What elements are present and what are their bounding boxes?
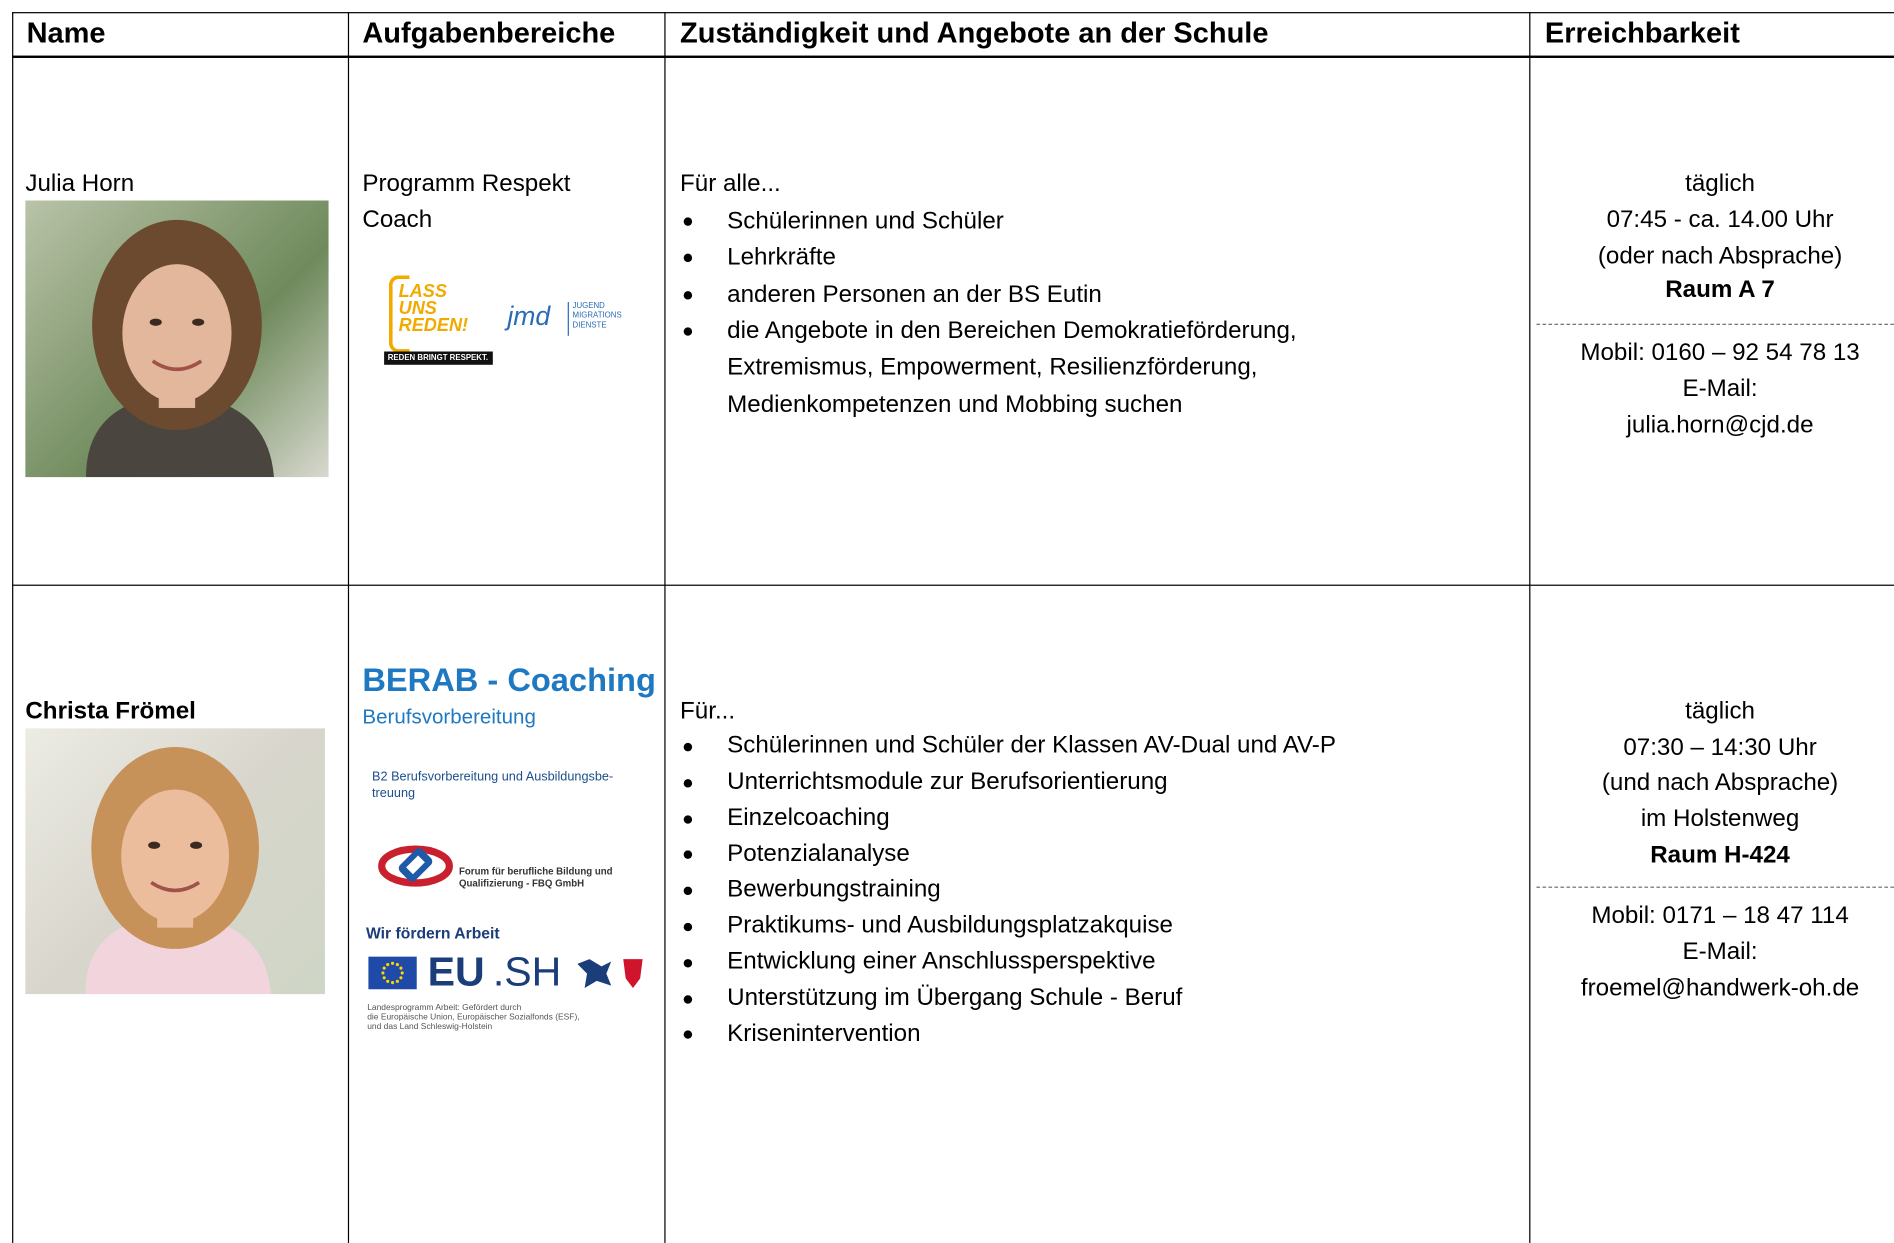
partner-divider <box>567 301 569 336</box>
person-name: Julia Horn <box>25 170 135 197</box>
hours: täglich <box>1685 170 1755 197</box>
bullet <box>683 217 693 226</box>
scope-item: die Angebote in den Bereichen Demokratie… <box>727 317 1297 418</box>
bullet <box>683 778 693 788</box>
hours: 07:45 - ca. 14.00 Uhr <box>1606 206 1834 234</box>
scope-item: Schülerinnen und Schüler der Klassen AV-… <box>727 732 1336 759</box>
hours: 07:30 – 14:30 Uhr <box>1623 734 1817 761</box>
bullet <box>683 958 693 968</box>
hours: (und nach Absprache) <box>1601 769 1839 797</box>
bullet <box>683 742 693 752</box>
table-rule <box>12 55 1894 58</box>
sh-crest-art <box>577 959 643 989</box>
bullet <box>683 814 693 824</box>
column-header: Name <box>26 16 106 50</box>
hours: (oder nach Absprache) <box>1597 242 1843 270</box>
task: Programm Respekt Coach <box>362 170 571 234</box>
bullet <box>683 327 693 337</box>
hours: täglich <box>1685 698 1755 725</box>
dashed-divider <box>1536 323 1894 325</box>
bullet <box>683 922 693 932</box>
partner-text: DIENSTE <box>572 321 607 330</box>
dashed-divider <box>1536 886 1894 888</box>
program-title: BERAB - Coaching <box>362 661 656 699</box>
logo-banner <box>384 351 493 365</box>
logo-brace <box>388 275 410 353</box>
table-rule <box>12 584 1894 586</box>
room: Raum A 7 <box>1665 276 1775 304</box>
eu-stars <box>381 961 404 985</box>
funding-note: die Europäische Union, Europäischer Sozi… <box>367 1013 580 1022</box>
column-header: Erreichbarkeit <box>1544 16 1740 50</box>
scope-intro: Für... <box>680 698 736 725</box>
scope-item: Unterrichtsmodule zur Berufsorientierung <box>727 768 1168 795</box>
bullet <box>683 850 693 860</box>
funding-note: Landesprogramm Arbeit: Gefördert durch <box>367 1003 522 1013</box>
column-header: Zuständigkeit und Angebote an der Schule <box>680 16 1269 50</box>
program-detail: B2 Berufsvorbereitung und Ausbildungsbe- <box>372 769 614 784</box>
partner-text: MIGRATIONS <box>572 311 622 321</box>
partner-text: JUGEND <box>572 301 605 311</box>
fbq-logo <box>378 839 453 892</box>
column-rule <box>347 12 349 1243</box>
partner-text: Qualifizierung - FBQ GmbH <box>459 878 585 890</box>
scope-item: Bewerbungstraining <box>727 876 941 903</box>
photo-art <box>86 219 274 478</box>
program-subtitle: Berufsvorbereitung <box>362 705 536 729</box>
scope-item: Praktikums- und Ausbildungsplatzakquise <box>727 912 1173 939</box>
bullet <box>683 1030 693 1040</box>
funding-logo: .SH <box>492 949 562 996</box>
scope-intro: Für alle... <box>680 170 781 197</box>
person-photo <box>25 728 325 995</box>
partner-text: Forum für berufliche Bildung und <box>459 866 613 877</box>
logo-text: REDEN! <box>398 315 469 336</box>
contact: E-Mail: <box>1682 375 1758 403</box>
photo-art <box>85 746 272 995</box>
funding-note: und das Land Schleswig-Holstein <box>367 1023 493 1032</box>
funding-claim: Wir fördern Arbeit <box>365 924 500 943</box>
scope-item: Schülerinnen und Schüler <box>727 207 1004 235</box>
contact: julia.horn@cjd.de <box>1626 411 1814 439</box>
scope-item: Lehrkräfte <box>727 244 836 271</box>
sh-crest <box>575 957 647 991</box>
hours: im Holstenweg <box>1640 805 1800 833</box>
fbq-mark <box>378 845 453 887</box>
partner-mark: jmd <box>507 300 551 331</box>
table-rule <box>12 11 1894 13</box>
room: Raum H-424 <box>1650 841 1790 869</box>
bullet <box>683 290 693 300</box>
person-photo <box>25 200 329 478</box>
column-header: Aufgabenbereiche <box>362 16 616 50</box>
scope-item: Krisenintervention <box>727 1020 921 1047</box>
eu-flag <box>368 956 417 990</box>
scope-item: Einzelcoaching <box>727 804 890 831</box>
column-rule <box>1528 12 1530 1243</box>
funding-logo: EU <box>427 949 485 996</box>
scope-item: Unterstützung im Übergang Schule - Beruf <box>727 984 1183 1011</box>
column-rule <box>11 12 13 1243</box>
logo-text: UNS <box>398 298 437 319</box>
bullet <box>683 886 693 896</box>
scope-item: Potenzialanalyse <box>727 840 910 867</box>
contact: Mobil: 0160 – 92 54 78 13 <box>1580 339 1860 366</box>
bullet <box>683 994 693 1004</box>
scope-item: Entwicklung einer Anschlussperspektive <box>727 948 1156 975</box>
logo-text: LASS <box>398 281 447 302</box>
logo-slogan: REDEN BRINGT RESPEKT. <box>387 353 489 363</box>
program-detail: treuung <box>372 786 416 801</box>
contact: froemel@handwerk-oh.de <box>1580 974 1860 1002</box>
person-name: Christa Frömel <box>25 698 196 725</box>
contact: E-Mail: <box>1682 938 1758 966</box>
contact: Mobil: 0171 – 18 47 114 <box>1591 902 1849 929</box>
bullet <box>683 254 693 263</box>
scope-item: anderen Personen an der BS Eutin <box>727 280 1102 308</box>
column-rule <box>663 12 665 1243</box>
